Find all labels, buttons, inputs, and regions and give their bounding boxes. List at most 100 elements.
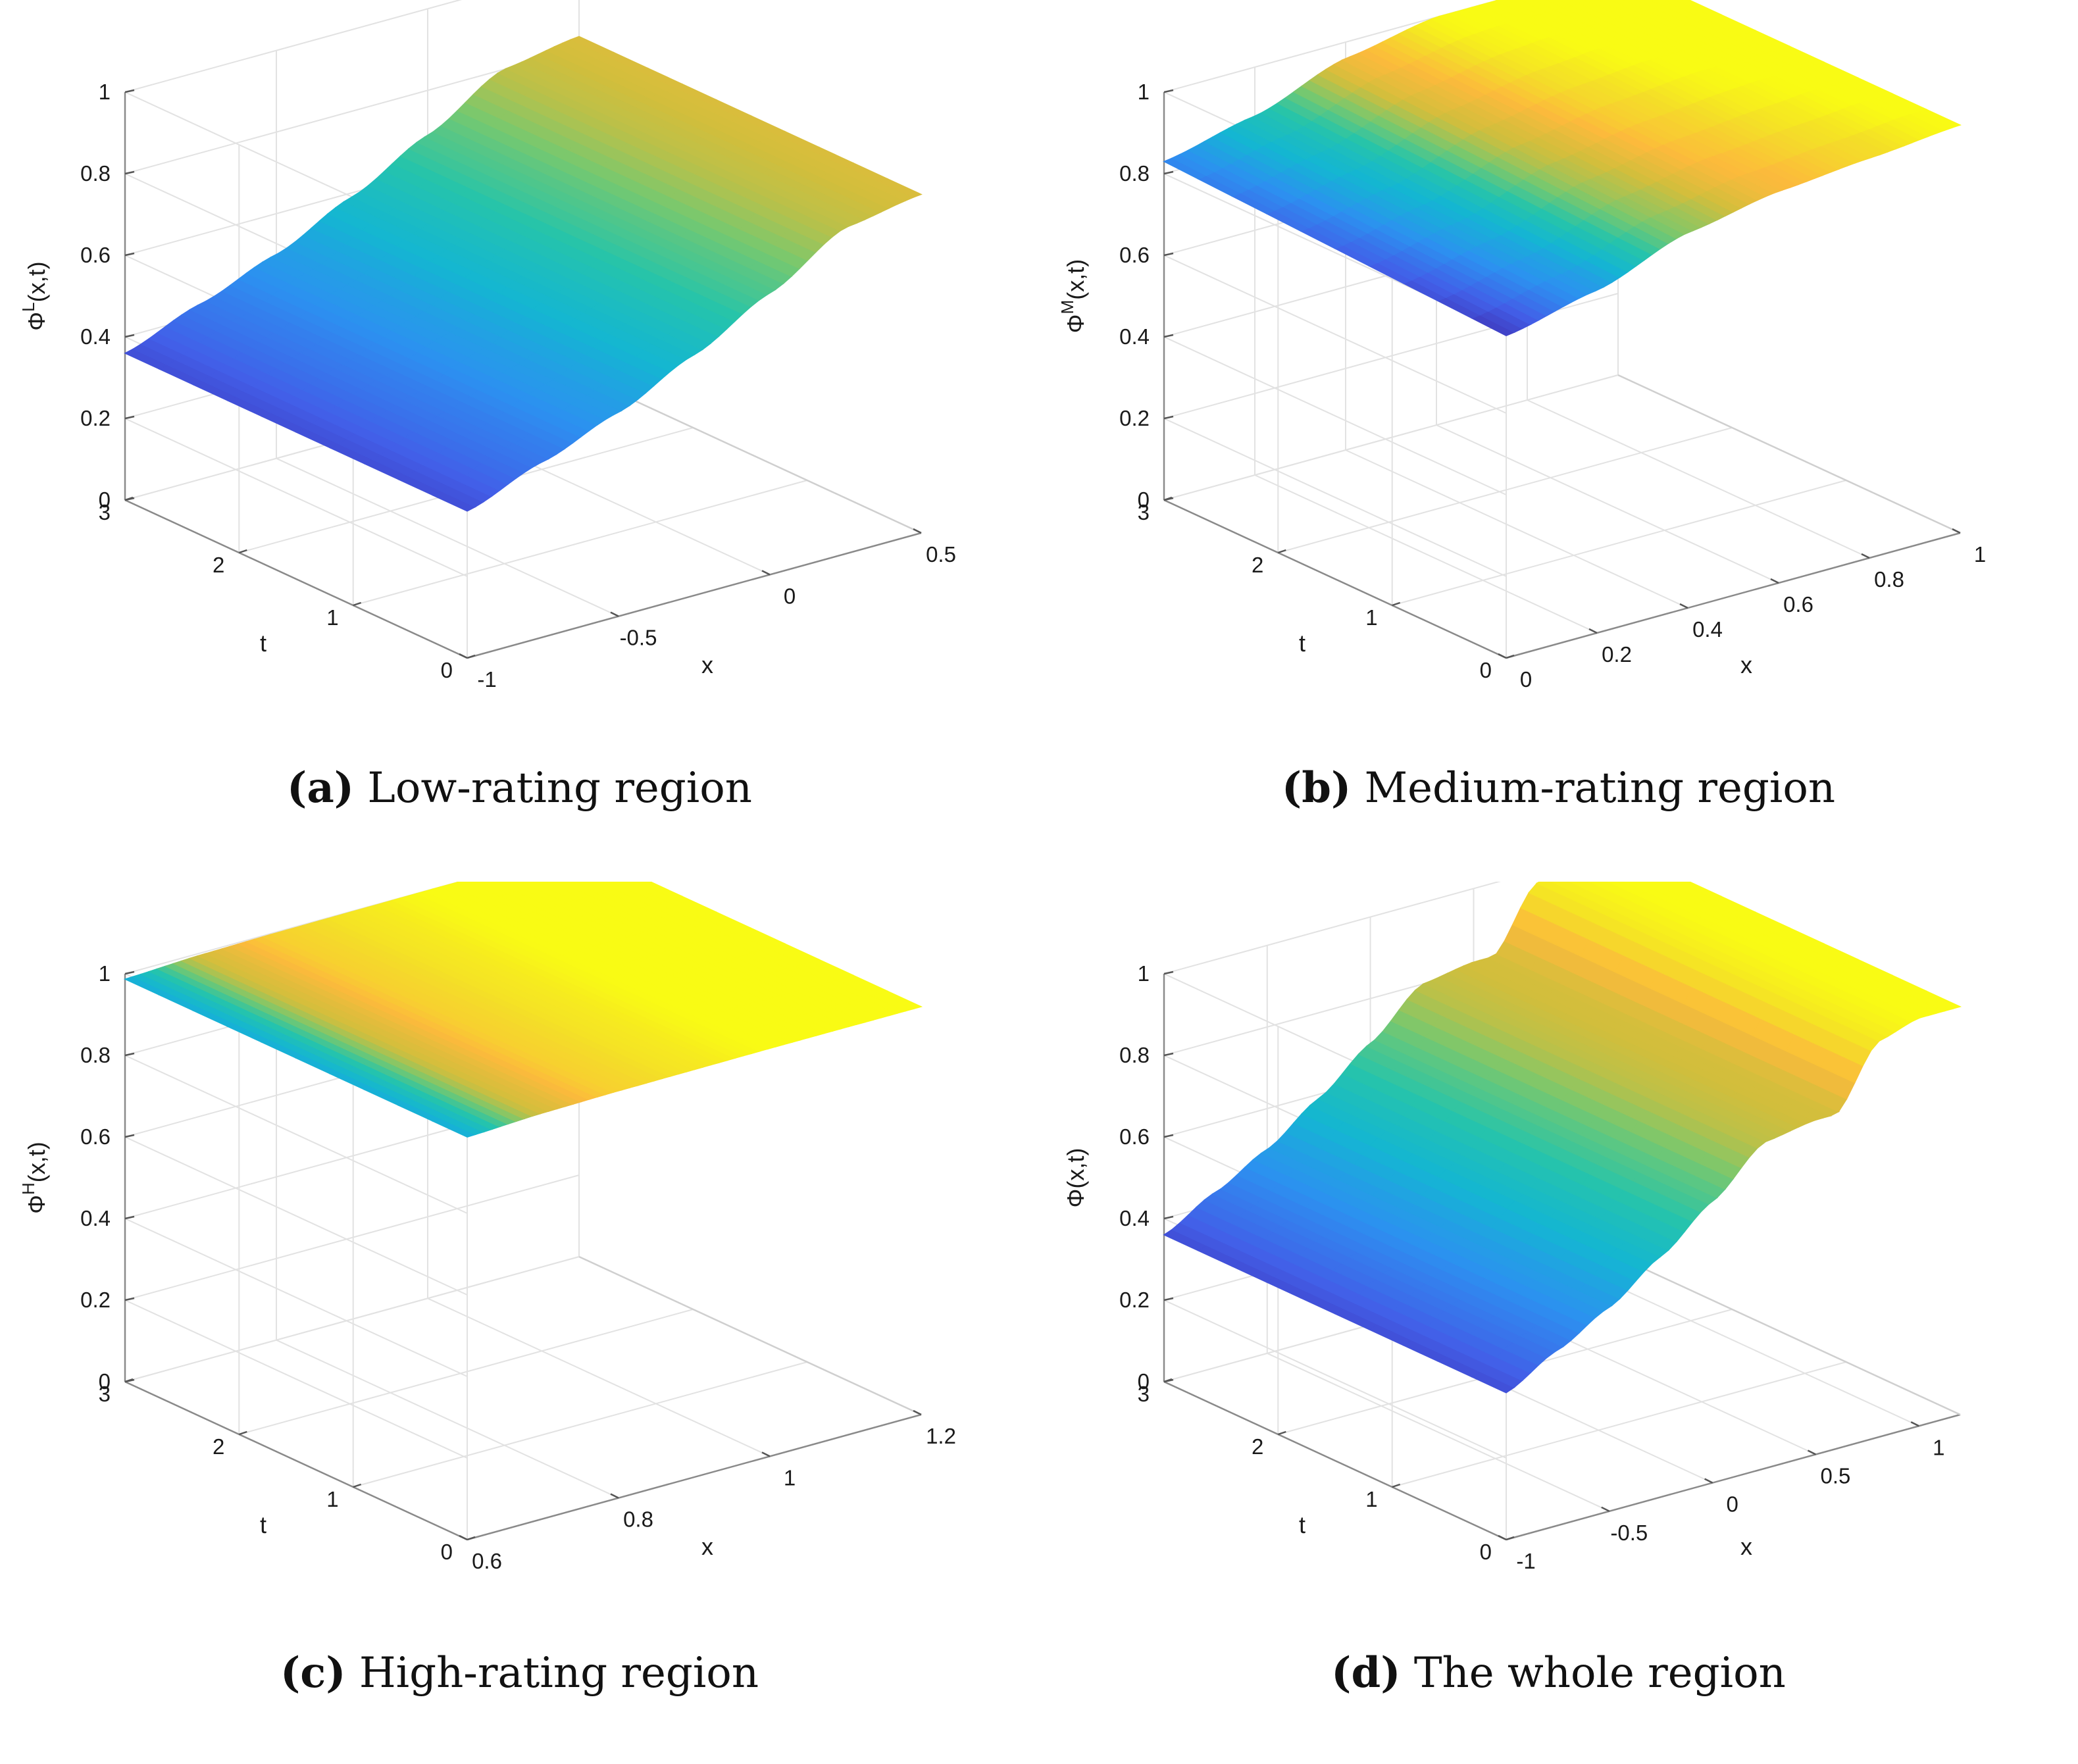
z-axis-label: ΦM(x,t) [1057, 259, 1089, 333]
t-tick-label: 3 [99, 1382, 111, 1406]
x-tick-mark [1770, 578, 1779, 584]
z-label-base: Φ [1062, 314, 1089, 333]
z-tick-label: 0.6 [1119, 1124, 1150, 1149]
grid-line [1163, 418, 1507, 577]
grid-line [352, 1079, 807, 1488]
z-label-superscript: M [1057, 300, 1077, 315]
z-tick-mark [1163, 415, 1174, 420]
z-tick-label: 1 [1138, 80, 1150, 104]
caption-tag-c: (c) [280, 1648, 346, 1698]
x-tick-label: -0.5 [620, 626, 657, 650]
x-tick-mark [1910, 1421, 1919, 1427]
x-tick-label: 0.8 [623, 1507, 653, 1532]
t-axis-label: t [260, 1511, 266, 1538]
surface-patch [571, 882, 609, 895]
x-tick-mark [761, 1451, 771, 1457]
panel-c: 0 0.2 0.4 0.6 0.8 1 0 1 2 3 0.6 0.8 1 1.2 t x ΦH(x,t) (c… [0, 882, 1039, 1763]
surface-patch [1636, 0, 1664, 9]
t-tick-mark [353, 1483, 362, 1488]
grid-line [1163, 882, 1502, 974]
surface-patch [1558, 0, 1581, 6]
surface-patch [507, 882, 534, 890]
z-tick-label: 0 [1138, 488, 1150, 512]
surface-patch [1594, 882, 1639, 901]
box-edge [1617, 374, 1961, 534]
box-edge [1617, 1255, 1961, 1416]
t-tick-mark [124, 1378, 134, 1383]
t-tick-mark [1392, 1483, 1401, 1488]
x-tick-label: 0.6 [472, 1549, 502, 1573]
panel-a: 0 0.2 0.4 0.6 0.8 1 0 1 2 3 -1 -0.5 0 0.5 t x ΦL(x,t) (a… [0, 0, 1039, 882]
x-tick-label: 0.5 [926, 542, 956, 567]
z-tick-label: 0.4 [80, 1206, 111, 1230]
z-tick-mark [124, 1052, 135, 1057]
caption-a: (a) Low-rating region [0, 763, 1039, 813]
t-tick-label: 1 [326, 1487, 338, 1511]
z-tick-label: 1 [99, 80, 111, 104]
t-tick-mark [1392, 601, 1401, 607]
x-tick-mark [1704, 1478, 1713, 1484]
grid-line [124, 1136, 468, 1296]
z-tick-mark [124, 334, 135, 338]
surface-patch [468, 882, 509, 897]
axes-box-d [1163, 974, 1961, 1541]
x-tick-label: 0.4 [1692, 617, 1723, 642]
t-axis-label: t [1299, 630, 1305, 657]
z-tick-label: 0 [99, 488, 111, 512]
t-tick-mark [1163, 496, 1173, 501]
z-label-base: Φ [23, 1195, 50, 1214]
surface-plot-a: 0 0.2 0.4 0.6 0.8 1 0 1 2 3 -1 -0.5 0 0.5 t x ΦL(x,t) [18, 0, 956, 692]
x-tick-label: 0.6 [1783, 592, 1813, 617]
surface-patch [1597, 0, 1640, 15]
surface-patch [1675, 0, 1684, 2]
x-axis-label: x [1740, 651, 1752, 678]
surface-patch [519, 882, 542, 888]
t-tick-label: 2 [213, 553, 224, 577]
surface-patch [494, 882, 526, 892]
z-tick-label: 0.8 [1119, 161, 1150, 186]
surface-patch [1607, 882, 1648, 896]
z-tick-label: 0 [99, 1369, 111, 1394]
surface-patch [597, 882, 625, 890]
t-tick-label: 3 [1138, 1382, 1150, 1406]
z-tick-mark [124, 970, 135, 975]
t-axis-line [124, 499, 468, 659]
z-tick-label: 1 [99, 961, 111, 986]
surface-patch [1571, 0, 1589, 4]
grid-line [124, 0, 463, 93]
x-axis-line [1506, 1413, 1961, 1541]
x-tick-mark [1498, 653, 1507, 659]
x-tick-label: 0.5 [1821, 1463, 1851, 1488]
z-tick-mark [1163, 89, 1174, 93]
z-tick-mark [1163, 1052, 1174, 1057]
z-axis-label: Φ(x,t) [1062, 1148, 1089, 1208]
x-tick-mark [913, 528, 922, 534]
t-tick-label: 2 [1252, 553, 1263, 577]
t-tick-mark [1506, 1536, 1515, 1541]
x-tick-label: 1.2 [926, 1424, 956, 1448]
x-tick-mark [1952, 528, 1961, 534]
surface-patch [1495, 0, 1540, 17]
t-tick-label: 0 [441, 1540, 453, 1564]
t-tick-mark [467, 654, 476, 659]
grid-line [1506, 250, 1961, 659]
caption-text-b: Medium-rating region [1364, 764, 1836, 813]
caption-b: (b) Medium-rating region [1039, 763, 2078, 813]
x-tick-label: -1 [477, 667, 496, 692]
surface-patch [1550, 882, 1588, 895]
z-tick-mark [1163, 252, 1174, 257]
z-tick-label: 0.4 [80, 324, 111, 349]
t-tick-mark [238, 549, 247, 554]
x-tick-mark [1807, 1449, 1817, 1455]
z-tick-mark [124, 415, 135, 420]
surface-patch [1636, 882, 1664, 890]
grid-line [467, 1132, 922, 1541]
x-tick-label: 0.8 [1874, 567, 1904, 592]
z-tick-mark [124, 170, 135, 175]
surface-patch [1507, 0, 1548, 15]
t-tick-label: 0 [1480, 658, 1492, 682]
surface-patch [1662, 882, 1680, 886]
surface-patch [547, 882, 592, 899]
z-tick-label: 0.4 [1119, 324, 1150, 349]
x-tick-mark [459, 653, 468, 659]
